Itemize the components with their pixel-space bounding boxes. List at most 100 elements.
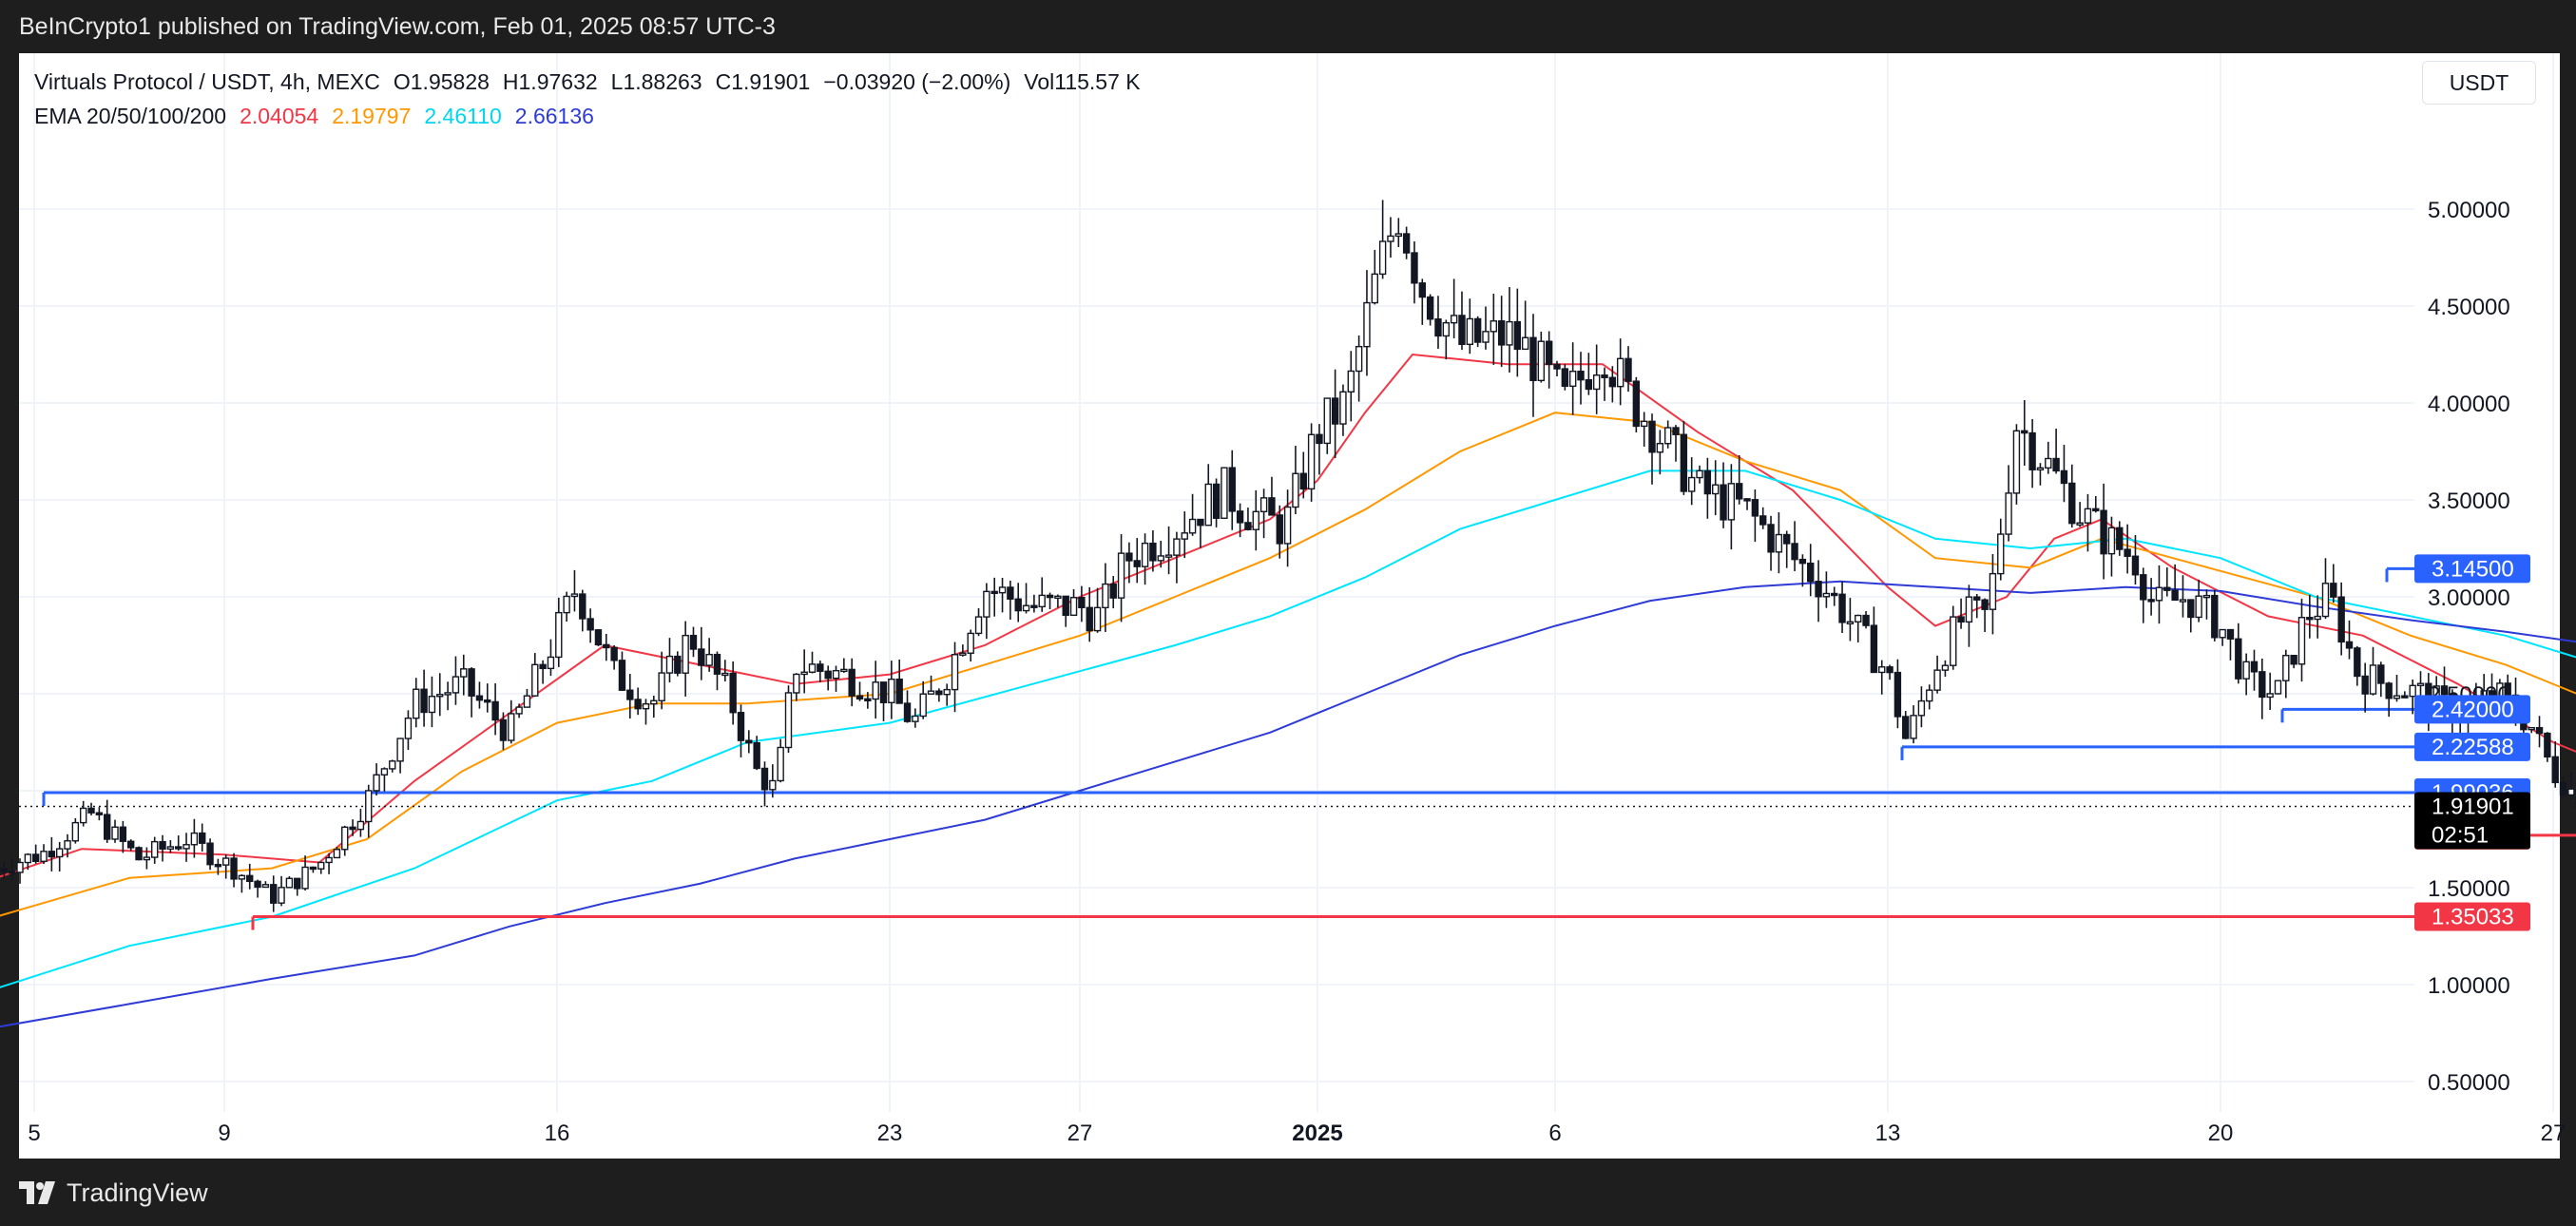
- candle-body: [1687, 476, 1696, 492]
- candle-body: [317, 861, 325, 870]
- candle-body: [1402, 233, 1411, 254]
- candle-body: [2321, 583, 2330, 618]
- candle-body: [1117, 552, 1125, 599]
- candle-body: [2219, 628, 2226, 639]
- candle-body: [1378, 240, 1387, 276]
- price-tags: 3.145002.420002.225881.990361.770001.350…: [2414, 554, 2530, 931]
- ema-line-ema20: [0, 353, 2576, 878]
- candle-body: [183, 844, 190, 850]
- candle-body: [2297, 617, 2306, 665]
- candle-body: [824, 670, 832, 680]
- candle-body: [1323, 397, 1331, 445]
- candle-body: [1030, 604, 1038, 608]
- candle-body: [126, 840, 135, 849]
- candle-body: [1054, 595, 1062, 600]
- candle-body: [2131, 555, 2140, 576]
- currency-button[interactable]: USDT: [2422, 61, 2536, 105]
- ema100-value: 2.46110: [424, 104, 502, 128]
- candle-body: [1672, 427, 1680, 435]
- candle-body: [1917, 699, 1926, 717]
- candle-body: [499, 718, 508, 741]
- candle-body: [1601, 374, 1608, 378]
- candle-body: [1466, 317, 1474, 346]
- candle-body: [2528, 726, 2535, 731]
- change-value: −0.03920 (−2.00%): [823, 69, 1011, 94]
- candle-body: [420, 688, 428, 714]
- candle-body: [1720, 484, 1727, 521]
- x-tick-label: 2025: [1292, 1121, 1342, 1146]
- candle-body: [1783, 533, 1791, 545]
- candle-body: [1418, 282, 1427, 298]
- candle-body: [71, 821, 80, 842]
- candle-body: [2076, 522, 2084, 526]
- high-value: H1.97632: [502, 69, 598, 94]
- candle-body: [2187, 599, 2195, 619]
- candle-body: [2274, 680, 2282, 695]
- level-tag-bg: [2414, 732, 2530, 761]
- candle-body: [1910, 715, 1917, 739]
- candle-body: [1585, 378, 1593, 391]
- y-tick-label: 5.00000: [2428, 198, 2510, 223]
- candle-body: [618, 660, 626, 691]
- candle-body: [1014, 598, 1022, 612]
- candle-body: [935, 690, 943, 696]
- candle-body: [1252, 510, 1259, 530]
- level-tag: 2.22588: [2432, 735, 2514, 760]
- candle-body: [793, 673, 800, 694]
- candle-body: [1680, 433, 1688, 492]
- ema-row: EMA 20/50/100/200 2.04054 2.19797 2.4611…: [34, 99, 1141, 133]
- candle-body: [1997, 533, 2005, 575]
- candle-body: [855, 695, 864, 700]
- candle-body: [2345, 641, 2354, 649]
- tradingview-logo[interactable]: TradingView: [19, 1175, 208, 1211]
- candle-body: [261, 884, 270, 889]
- candle-body: [626, 689, 634, 700]
- tradingview-logo-text: TradingView: [67, 1178, 208, 1207]
- candle-body: [515, 706, 523, 715]
- candle-body: [689, 634, 698, 650]
- candle-body: [2250, 661, 2259, 673]
- candle-body: [1141, 542, 1149, 567]
- candle-body: [1157, 555, 1164, 562]
- y-tick-label: 0.50000: [2428, 1070, 2510, 1096]
- candles: [0, 200, 2576, 912]
- candle-body: [1727, 483, 1736, 521]
- level-tag-bg: [2414, 554, 2530, 584]
- candle-body: [1450, 315, 1458, 324]
- candle-body: [1561, 368, 1569, 388]
- candle-body: [1894, 671, 1902, 718]
- candle-body: [1387, 235, 1394, 242]
- candle-body: [903, 702, 912, 722]
- candle-body: [1735, 483, 1743, 500]
- candle-body: [1371, 273, 1378, 304]
- candle-body: [285, 877, 294, 889]
- candle-body: [2330, 583, 2337, 598]
- candle-body: [1846, 621, 1855, 624]
- candle-body: [373, 774, 380, 792]
- candle-body: [1062, 595, 1069, 617]
- candle-body: [2107, 527, 2116, 555]
- candle-body: [1537, 340, 1546, 382]
- candle-body: [2163, 586, 2171, 591]
- candle-body: [1046, 594, 1054, 599]
- candle-body: [579, 593, 586, 620]
- candle-body: [150, 840, 159, 858]
- candle-body: [1981, 599, 1989, 610]
- candle-body: [2377, 664, 2385, 684]
- last-price-tag-bg: [2414, 792, 2530, 850]
- candle-body: [2226, 628, 2235, 640]
- y-tick-label: 1.50000: [2428, 876, 2510, 902]
- candle-body: [389, 760, 396, 770]
- candle-body: [111, 826, 119, 840]
- candle-body: [1767, 524, 1775, 553]
- candle-body: [1038, 594, 1046, 608]
- candle-body: [1743, 498, 1751, 502]
- candle-body: [864, 698, 872, 702]
- chart-panel[interactable]: [19, 53, 2560, 1159]
- candle-body: [1149, 542, 1157, 562]
- x-axis-labels: 5916232720256132027Feb: [28, 1121, 2566, 1146]
- candle-body: [1941, 664, 1950, 671]
- y-tick-label: 3.50000: [2428, 488, 2510, 514]
- candle-body: [1244, 522, 1252, 530]
